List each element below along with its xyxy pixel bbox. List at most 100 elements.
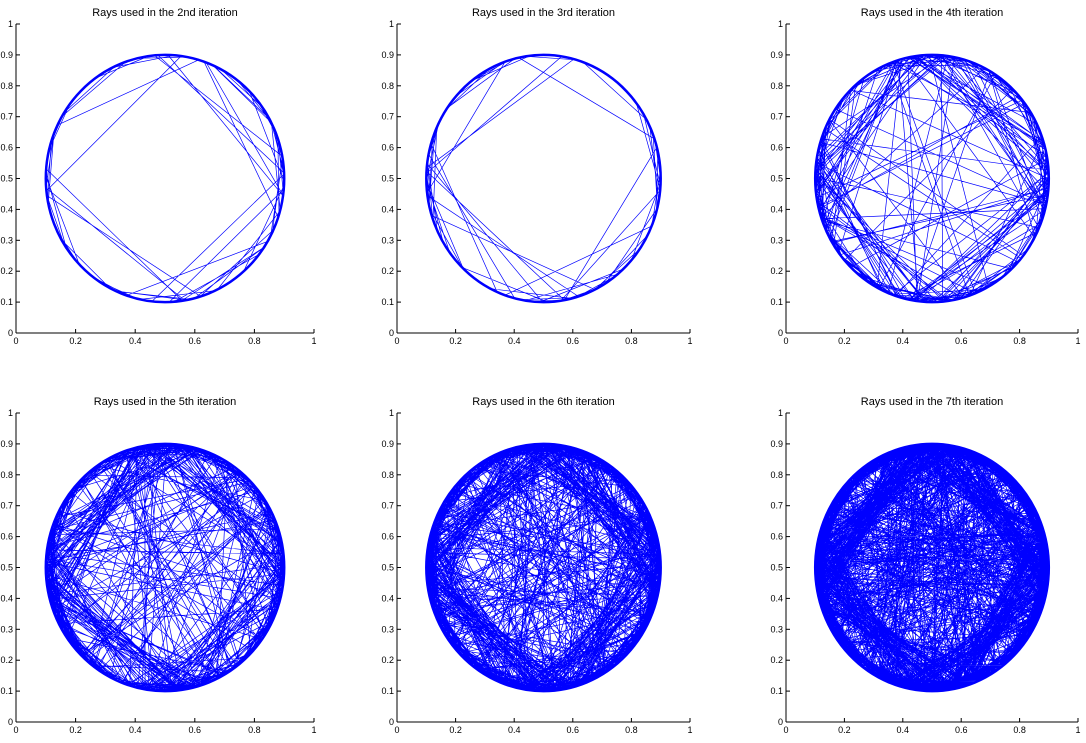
x-tick-label: 0.6 (955, 336, 968, 346)
y-tick-label: 0.4 (770, 593, 783, 603)
y-tick-label: 1 (778, 19, 783, 29)
ray-lines (425, 55, 662, 303)
y-tick-label: 1 (8, 19, 13, 29)
chart-title: Rays used in the 3rd iteration (472, 7, 615, 19)
chart-panel-2: Rays used in the 2nd iteration 0 0.2 0.4 0.6… (0, 7, 316, 346)
x-tick-label: 0.4 (129, 336, 142, 346)
y-tick-label: 0.4 (381, 593, 394, 603)
x-tick-label: 0.8 (625, 336, 638, 346)
y-tick-label: 0.2 (381, 266, 394, 276)
y-tick-label: 0.8 (770, 81, 783, 91)
x-tick-label: 0.4 (897, 725, 910, 735)
y-tick-label: 0.3 (381, 235, 394, 245)
x-tick-label: 0.2 (69, 336, 82, 346)
x-tick-label: 1 (1075, 336, 1080, 346)
x-tick-label: 0.6 (955, 725, 968, 735)
y-tick-label: 0.6 (770, 532, 783, 542)
x-tick-label: 1 (1075, 725, 1080, 735)
x-tick-label: 0.8 (248, 336, 261, 346)
y-tick-label: 0.9 (770, 439, 783, 449)
y-tick-label: 1 (778, 408, 783, 418)
y-tick-label: 0.5 (381, 174, 394, 184)
ray-lines (425, 443, 662, 692)
y-tick-label: 0.2 (0, 266, 13, 276)
y-tick-label: 0.1 (770, 297, 783, 307)
y-tick-label: 0.5 (381, 563, 394, 573)
y-tick-label: 0.7 (381, 501, 394, 511)
ray-lines (814, 54, 1050, 303)
y-tick-label: 0.5 (0, 174, 13, 184)
y-tick-label: 0.4 (381, 204, 394, 214)
y-tick-label: 0.2 (770, 266, 783, 276)
ray-lines (45, 443, 285, 692)
chart-title: Rays used in the 5th iteration (94, 396, 236, 408)
y-tick-label: 0.8 (770, 470, 783, 480)
y-tick-label: 0.8 (0, 81, 13, 91)
x-tick-label: 1 (311, 725, 316, 735)
x-tick-label: 0.2 (449, 336, 462, 346)
y-tick-label: 0.5 (0, 563, 13, 573)
y-tick-label: 0.6 (381, 143, 394, 153)
y-tick-label: 0.2 (770, 655, 783, 665)
chart-panel-7: Rays used in the 7th iteration 0 0.2 0.4 0.6… (770, 396, 1080, 735)
y-tick-label: 0.5 (770, 563, 783, 573)
x-tick-label: 0.6 (189, 725, 202, 735)
x-tick-label: 0.2 (838, 336, 851, 346)
y-tick-label: 0.4 (770, 204, 783, 214)
x-tick-label: 0.4 (508, 336, 521, 346)
y-tick-label: 0.9 (381, 50, 394, 60)
ray-lines (814, 443, 1050, 692)
x-tick-label: 0 (783, 725, 788, 735)
y-tick-label: 1 (8, 408, 13, 418)
chart-panel-3: Rays used in the 3rd iteration 0 0.2 0.4 0.6… (381, 7, 692, 346)
y-tick-label: 0.3 (0, 235, 13, 245)
x-tick-label: 0 (394, 725, 399, 735)
y-tick-label: 1 (389, 408, 394, 418)
chart-panel-6: Rays used in the 6th iteration 0 0.2 0.4 0.6… (381, 396, 692, 735)
y-tick-label: 0.4 (0, 204, 13, 214)
chart-title: Rays used in the 7th iteration (861, 396, 1003, 408)
x-tick-label: 0.4 (508, 725, 521, 735)
y-tick-label: 0.2 (381, 655, 394, 665)
y-tick-label: 0.6 (0, 143, 13, 153)
x-tick-label: 0.8 (248, 725, 261, 735)
y-tick-label: 0.3 (770, 235, 783, 245)
x-tick-label: 0 (783, 336, 788, 346)
y-tick-label: 0.7 (770, 501, 783, 511)
chart-panel-4: Rays used in the 4th iteration 0 0.2 0.4 0.6… (770, 7, 1080, 346)
y-tick-label: 0.7 (770, 112, 783, 122)
y-tick-label: 0.9 (0, 50, 13, 60)
y-tick-label: 0 (389, 328, 394, 338)
x-tick-label: 0 (13, 725, 18, 735)
x-tick-label: 0.6 (567, 336, 580, 346)
y-tick-label: 0 (778, 717, 783, 727)
y-tick-label: 0.8 (381, 470, 394, 480)
y-tick-label: 0.7 (0, 112, 13, 122)
y-tick-label: 0.4 (0, 593, 13, 603)
ray-lines (45, 54, 285, 303)
x-tick-label: 0.4 (897, 336, 910, 346)
y-tick-label: 0.2 (0, 655, 13, 665)
y-tick-label: 0.9 (0, 439, 13, 449)
y-tick-label: 0.7 (381, 112, 394, 122)
chart-title: Rays used in the 2nd iteration (92, 7, 238, 19)
x-tick-label: 0 (394, 336, 399, 346)
y-tick-label: 0.6 (381, 532, 394, 542)
x-tick-label: 1 (311, 336, 316, 346)
x-tick-label: 0.8 (625, 725, 638, 735)
chart-panel-5: Rays used in the 5th iteration 0 0.2 0.4 0.6… (0, 396, 316, 735)
y-tick-label: 0.1 (0, 297, 13, 307)
y-tick-label: 0.5 (770, 174, 783, 184)
y-tick-label: 0.3 (381, 624, 394, 634)
x-tick-label: 1 (687, 336, 692, 346)
x-tick-label: 0.6 (567, 725, 580, 735)
x-tick-label: 0.2 (838, 725, 851, 735)
y-tick-label: 0 (389, 717, 394, 727)
x-tick-label: 0.2 (69, 725, 82, 735)
y-tick-label: 0 (8, 328, 13, 338)
y-tick-label: 0.1 (381, 686, 394, 696)
y-tick-label: 0 (778, 328, 783, 338)
y-tick-label: 0.8 (0, 470, 13, 480)
y-tick-label: 0.1 (381, 297, 394, 307)
